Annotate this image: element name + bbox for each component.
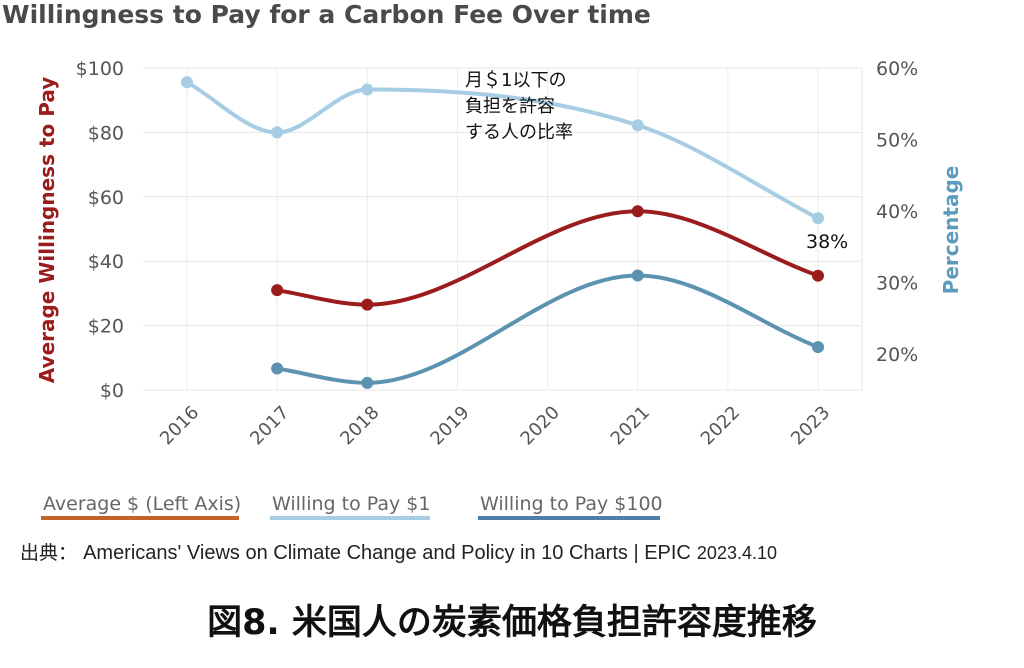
series-2 — [271, 269, 824, 389]
annotation-38-percent: 38% — [806, 231, 848, 253]
series-1-point — [812, 212, 824, 225]
series-0-point — [812, 269, 824, 282]
x-tick-label: 2022 — [697, 402, 744, 449]
legend-label-1: Willing to Pay $1 — [272, 493, 430, 515]
x-tick-label: 2016 — [156, 402, 203, 449]
right-tick-label: 60% — [876, 58, 918, 80]
series-2-point — [361, 376, 374, 389]
series-1-point — [181, 76, 193, 89]
source-line: 出典： Americans' Views on Climate Change a… — [20, 538, 777, 565]
series-0-point — [361, 298, 374, 311]
x-tick-label: 2023 — [787, 402, 834, 449]
left-tick-label: $0 — [100, 380, 124, 402]
annotation-line-1: 月＄1以下の — [465, 70, 566, 91]
series-2-point — [812, 341, 824, 354]
left-tick-label: $100 — [76, 58, 124, 80]
series-0-point — [631, 205, 644, 218]
left-axis-title: Average Willingness to Pay — [35, 77, 59, 383]
series-1-point — [631, 119, 644, 132]
right-tick-label: 20% — [876, 344, 918, 366]
legend-label-0: Average $ (Left Axis) — [43, 493, 241, 515]
legend-swatch-1 — [270, 516, 430, 520]
source-prefix: 出典： — [20, 542, 78, 564]
series-line-2 — [275, 273, 820, 385]
right-axis-title: Percentage — [939, 166, 963, 295]
series-0 — [271, 205, 824, 311]
left-axis-ticks: $0 $20 $40 $60 $80 $100 — [76, 58, 124, 402]
x-tick-label: 2020 — [517, 402, 564, 449]
right-tick-label: 40% — [876, 201, 918, 223]
right-axis-ticks: 20% 30% 40% 50% 60% — [876, 58, 918, 366]
legend: Average $ (Left Axis) Willing to Pay $1 Wi… — [41, 493, 663, 520]
series-line-0 — [275, 209, 820, 307]
x-tick-label: 2018 — [336, 402, 383, 449]
legend-swatch-2 — [478, 516, 660, 520]
x-tick-label: 2021 — [607, 402, 654, 449]
source-text: Americans' Views on Climate Change and P… — [83, 542, 691, 564]
chart-title: Willingness to Pay for a Carbon Fee Over… — [2, 0, 651, 29]
annotation-line-3: する人の比率 — [465, 122, 573, 143]
annotation-line-2: 負担を許容 — [465, 96, 555, 117]
left-tick-label: $60 — [88, 187, 124, 209]
left-tick-label: $40 — [88, 251, 124, 273]
legend-swatch-0 — [41, 516, 239, 520]
series-2-point — [271, 362, 284, 375]
source-date: 2023.4.10 — [696, 543, 777, 563]
left-tick-label: $20 — [88, 316, 124, 338]
series-1 — [181, 76, 824, 225]
chart: Willingness to Pay for a Carbon Fee Over… — [2, 0, 963, 520]
left-tick-label: $80 — [88, 122, 124, 144]
series-1-point — [361, 83, 374, 96]
right-tick-label: 50% — [876, 130, 918, 152]
series-line-1 — [185, 80, 820, 221]
series-2-point — [631, 269, 644, 282]
x-tick-label: 2017 — [246, 402, 293, 449]
series — [181, 76, 824, 389]
x-tick-label: 2019 — [426, 402, 473, 449]
series-0-point — [271, 284, 284, 297]
series-1-point — [271, 126, 284, 139]
legend-label-2: Willing to Pay $100 — [480, 493, 663, 515]
right-tick-label: 30% — [876, 273, 918, 295]
figure-caption: 図8. 米国人の炭素価格負担許容度推移 — [207, 603, 817, 643]
x-axis-ticks: 2016 2017 2018 2019 2020 2021 2022 2023 — [156, 402, 834, 449]
